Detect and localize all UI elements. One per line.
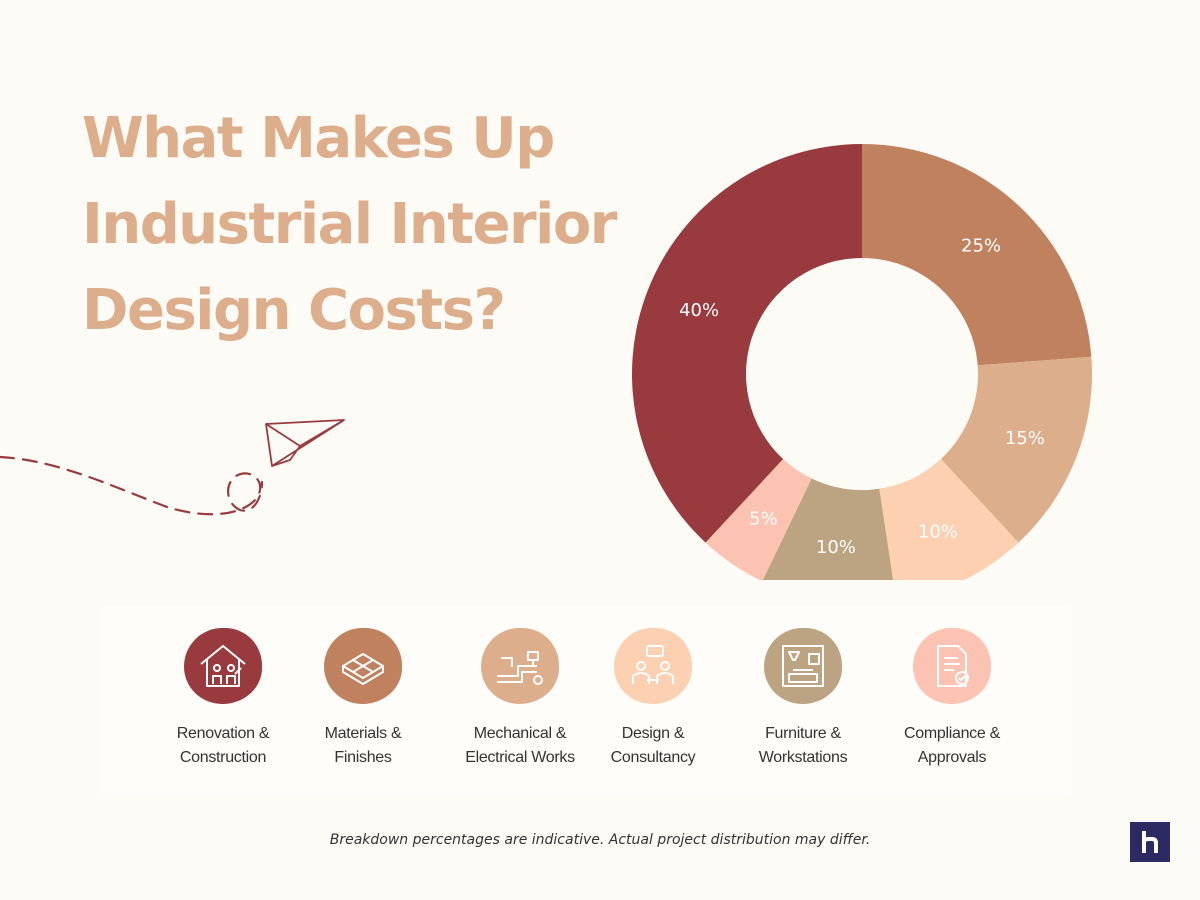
title-line-1: What Makes Up [82,106,555,171]
legend-label: Design & Consultancy [610,725,696,766]
furniture-icon [782,645,824,687]
donut-slice-label: 10% [816,537,856,558]
pipes-wrench-icon [497,651,543,685]
consultation-icon [632,645,674,684]
legend-blob [184,628,262,704]
donut-slice-label: 25% [961,236,1001,257]
legend-item-design: Design & Consultancy [578,628,728,770]
legend-item-mechanical: Mechanical & Electrical Works [445,628,595,770]
logo-h-icon [1142,831,1158,853]
donut-slice-label: 15% [1005,428,1045,449]
legend-label: Mechanical & Electrical Works [465,725,575,766]
donut-slice-label: 5% [749,509,778,530]
title-line-3: Design Costs? [82,278,506,343]
donut-chart: 25% 15% 10% 10% 5% 40% [632,144,1092,580]
legend-item-renovation: Renovation & Construction [148,628,298,770]
brand-logo [1130,822,1170,862]
legend-blob [324,628,402,704]
donut-slice [940,356,1092,543]
legend-blob [614,628,692,704]
donut-slice [862,144,1092,366]
legend-label: Compliance & Approvals [903,725,1000,766]
tiles-icon [342,653,384,685]
document-stamp-icon [937,645,969,687]
title-line-2: Industrial Interior [82,192,617,257]
paper-plane-icon [0,419,345,516]
legend-label: Furniture & Workstations [758,725,848,766]
legend-item-materials: Materials & Finishes [288,628,438,770]
legend-item-furniture: Furniture & Workstations [728,628,878,770]
legend-blob [764,628,842,704]
legend-panel [100,606,1072,796]
legend-label: Materials & Finishes [324,725,402,766]
footnote: Breakdown percentages are indicative. Ac… [329,832,871,848]
legend-blob [913,628,991,704]
donut-slice [705,459,812,580]
legend-blob [481,628,559,704]
donut-slice [632,144,862,543]
workers-house-icon [200,645,246,687]
donut-slice [762,478,894,580]
legend-item-compliance: Compliance & Approvals [877,628,1027,770]
donut-slice [879,459,1019,580]
legend-label: Renovation & Construction [176,725,270,766]
page-title: What Makes Up Industrial Interior Design… [82,96,617,354]
donut-slice-label: 40% [679,300,719,321]
donut-slice-label: 10% [918,522,958,543]
